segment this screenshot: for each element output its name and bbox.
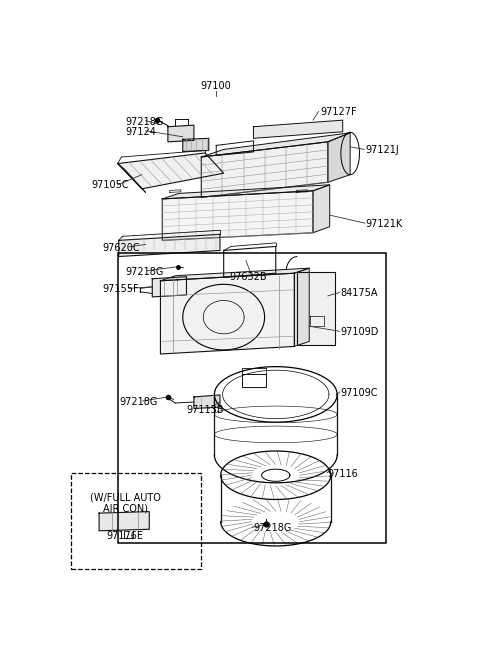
Text: 97116: 97116 [328,469,359,479]
Text: 97127F: 97127F [321,106,357,117]
Text: 97105C: 97105C [92,180,129,190]
Polygon shape [152,277,186,297]
Polygon shape [253,120,343,138]
Polygon shape [294,268,309,346]
Text: 84175A: 84175A [341,289,378,298]
Polygon shape [162,191,313,240]
Text: 97121J: 97121J [365,146,399,155]
Bar [71,473,202,569]
Text: 97100: 97100 [201,81,232,91]
Text: 97113B: 97113B [186,405,224,415]
Text: 97218G: 97218G [125,267,164,277]
Text: 97620C: 97620C [103,243,141,253]
Polygon shape [119,234,220,256]
Polygon shape [118,153,224,189]
Text: 97109D: 97109D [341,327,379,337]
Text: 97121K: 97121K [365,219,402,229]
Polygon shape [160,273,294,354]
Text: 97218G: 97218G [125,117,164,127]
Text: 97155F: 97155F [103,284,139,295]
Text: 97218G: 97218G [120,397,158,407]
Polygon shape [160,268,309,281]
Polygon shape [162,185,330,199]
Text: (W/FULL AUTO
AIR CON): (W/FULL AUTO AIR CON) [90,492,160,514]
Polygon shape [297,272,335,346]
Text: 97124: 97124 [125,127,156,136]
Text: 97632B: 97632B [229,272,267,281]
Polygon shape [328,133,350,182]
Polygon shape [202,142,328,197]
Polygon shape [313,185,330,233]
Text: 97218G: 97218G [253,523,292,533]
Polygon shape [202,133,350,157]
Polygon shape [194,395,220,409]
Text: 97109C: 97109C [341,388,378,398]
Polygon shape [99,512,149,531]
Text: 97176E: 97176E [107,531,144,541]
Polygon shape [168,125,194,142]
Polygon shape [183,138,209,152]
Bar [118,253,385,543]
